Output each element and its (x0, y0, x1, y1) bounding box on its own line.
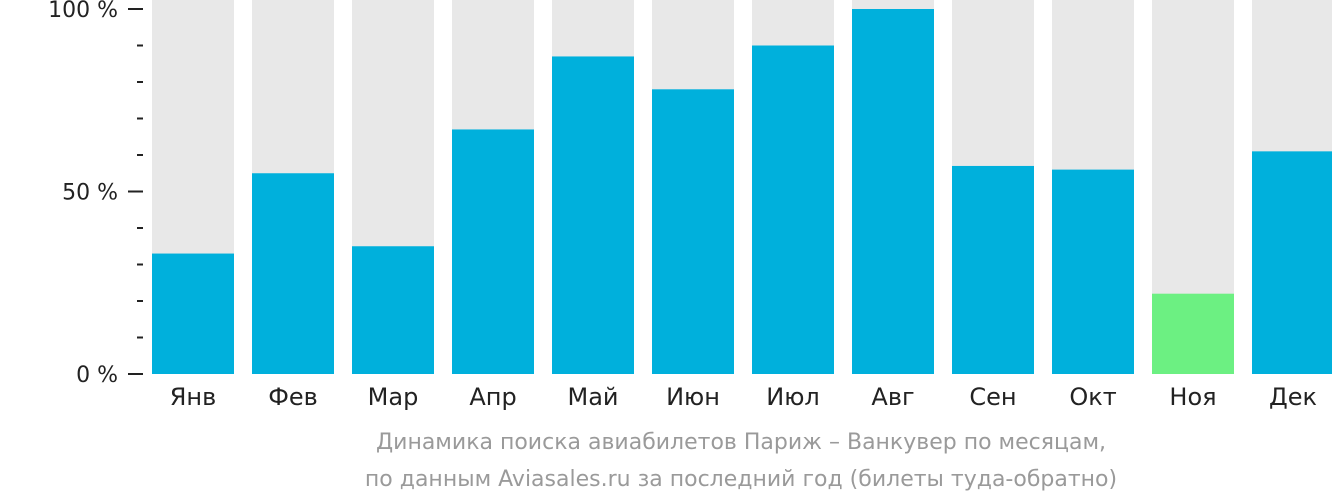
bar-5 (552, 56, 634, 374)
y-tick-label: 50 % (62, 181, 118, 206)
bar-4 (452, 129, 534, 374)
y-tick-label: 100 % (48, 0, 118, 23)
bar-11 (1152, 293, 1234, 374)
x-axis-labels: Янв Фев Мар Апр Май Июн Июл Авг Сен Окт Ноя Дек (170, 383, 1317, 411)
x-tick-label: Авг (871, 383, 914, 411)
x-tick-label: Сен (969, 383, 1016, 411)
bar-7 (752, 45, 834, 374)
x-tick-label: Фев (268, 383, 318, 411)
x-tick-label: Окт (1069, 383, 1116, 411)
y-axis: 0 % 50 % 100 % (48, 0, 143, 388)
x-tick-label: Ноя (1169, 383, 1216, 411)
x-tick-label: Май (567, 383, 618, 411)
x-tick-label: Апр (469, 383, 516, 411)
bar-2 (252, 173, 334, 374)
x-tick-label: Мар (368, 383, 419, 411)
bar-12 (1252, 151, 1332, 374)
bar-1 (152, 253, 234, 374)
x-tick-label: Июл (766, 383, 820, 411)
bar-3 (352, 246, 434, 374)
bar-6 (652, 89, 734, 375)
chart-caption-line-1: Динамика поиска авиабилетов Париж – Ванк… (375, 430, 1107, 455)
x-tick-label: Янв (170, 383, 217, 411)
y-tick-label: 0 % (76, 363, 118, 388)
x-tick-label: Дек (1269, 383, 1317, 411)
bar-10 (1052, 169, 1134, 374)
data-bars (152, 9, 1332, 375)
x-tick-label: Июн (666, 383, 720, 411)
bar-9 (952, 165, 1034, 374)
chart-caption-line-2: по данным Aviasales.ru за последний год … (364, 467, 1118, 492)
bar-8 (852, 9, 934, 374)
